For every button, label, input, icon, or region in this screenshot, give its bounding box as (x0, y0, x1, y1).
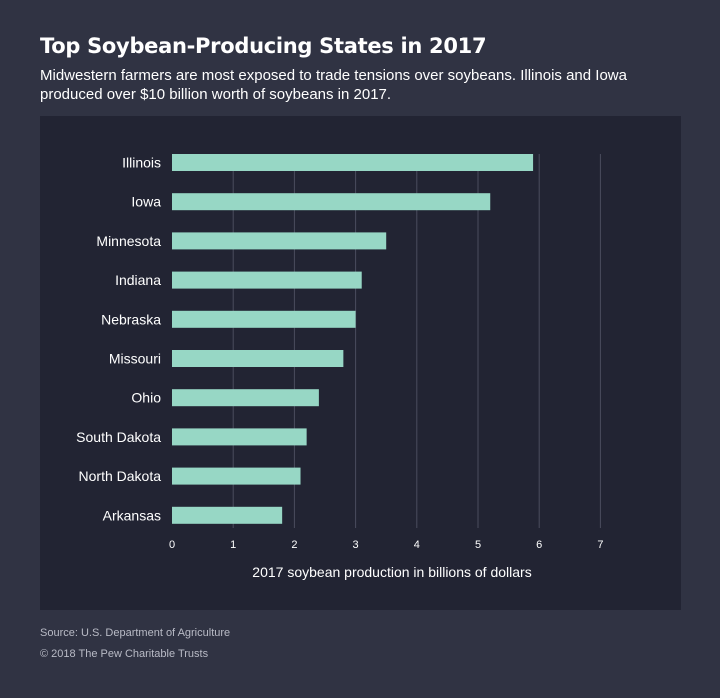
category-label: Iowa (131, 194, 161, 210)
x-tick-label: 6 (536, 539, 542, 551)
chart-panel: 0 1 2 3 4 5 6 7 Illinois Iowa Minnesota Indiana Nebr… (40, 116, 681, 610)
bar (172, 506, 283, 524)
bar (172, 350, 344, 367)
chart-subtitle: Midwestern farmers are most exposed to t… (40, 67, 627, 103)
bar (172, 193, 491, 211)
x-tick-label: 2 (291, 539, 297, 551)
x-tick-label: 1 (230, 539, 236, 551)
x-tick-label: 4 (414, 539, 420, 551)
bar (172, 428, 307, 446)
x-tick-label: 3 (353, 539, 359, 551)
x-tick-label: 0 (169, 539, 175, 551)
chart-title: Top Soybean-Producing States in 2017 (40, 34, 487, 58)
copyright-note: © 2018 The Pew Charitable Trusts (40, 648, 209, 660)
category-label: Ohio (131, 390, 161, 406)
category-label: South Dakota (76, 429, 161, 445)
bar-chart: 0 1 2 3 4 5 6 7 Illinois Iowa Minnesota Indiana Nebr… (76, 154, 603, 580)
bar (172, 310, 356, 328)
bar (172, 271, 362, 289)
category-label: Arkansas (103, 507, 161, 523)
x-axis-title: 2017 soybean production in billions of d… (252, 564, 531, 580)
bar (172, 389, 319, 407)
category-label: North Dakota (79, 468, 162, 484)
category-label: Missouri (109, 351, 161, 367)
source-note: Source: U.S. Department of Agriculture (40, 627, 231, 639)
category-label: Minnesota (96, 233, 161, 249)
category-label: Illinois (122, 155, 161, 171)
bar (172, 467, 301, 485)
category-label: Nebraska (101, 311, 161, 327)
bar (172, 232, 387, 250)
category-label: Indiana (115, 272, 161, 288)
x-tick-label: 7 (597, 539, 603, 551)
bar (172, 154, 534, 171)
x-tick-label: 5 (475, 539, 481, 551)
